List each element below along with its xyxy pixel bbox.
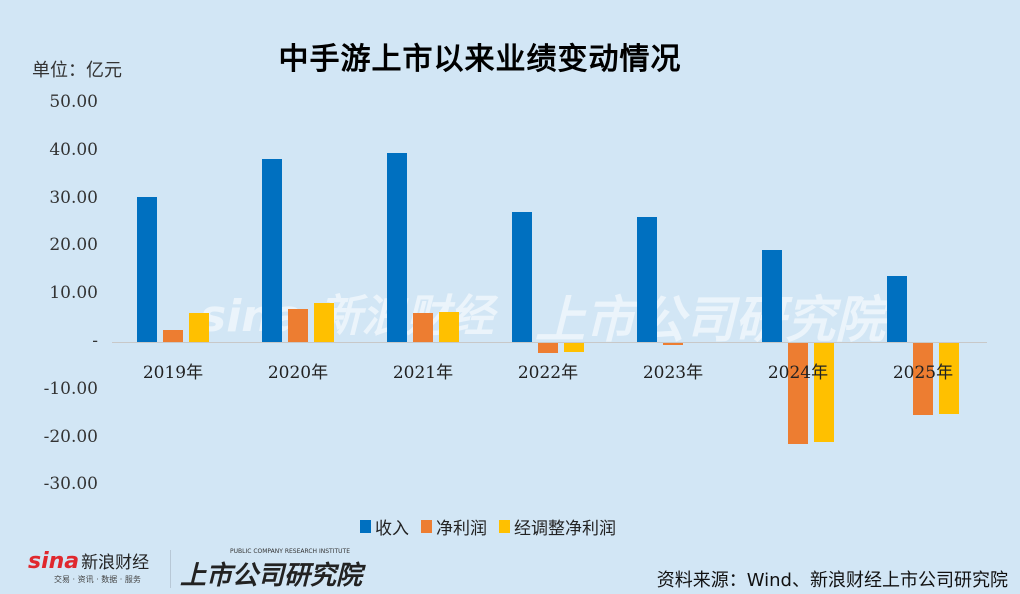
bar-net-profit bbox=[913, 343, 933, 416]
bar-net-profit bbox=[413, 312, 433, 342]
chart-title: 中手游上市以来业绩变动情况 bbox=[278, 42, 682, 77]
bar-revenue bbox=[262, 158, 282, 342]
bar-adj-net-profit bbox=[564, 343, 584, 353]
bar-revenue bbox=[387, 153, 407, 342]
institute-logo: PUBLIC COMPANY RESEARCH INSTITUTE 上市公司研究… bbox=[180, 548, 363, 591]
y-tick-label: 30.00 bbox=[49, 187, 98, 208]
legend-item-net-profit: 净利润 bbox=[421, 514, 487, 539]
y-tick-label: 10.00 bbox=[49, 283, 98, 304]
bar-revenue bbox=[887, 276, 907, 342]
x-tick-label: 2025年 bbox=[892, 363, 954, 383]
y-tick-label: - bbox=[92, 331, 98, 351]
data-source: 资料来源：Wind、新浪财经上市公司研究院 bbox=[656, 570, 1008, 591]
bar-net-profit bbox=[788, 343, 808, 444]
bar-revenue bbox=[512, 211, 532, 342]
x-tick-label: 2021年 bbox=[392, 363, 454, 383]
bar-adj-net-profit bbox=[939, 343, 959, 414]
bar-revenue bbox=[137, 197, 157, 342]
bar-net-profit bbox=[163, 330, 183, 342]
bar-revenue bbox=[637, 216, 657, 342]
y-tick-label: -10.00 bbox=[43, 378, 98, 399]
legend-swatch bbox=[360, 520, 371, 533]
y-tick-label: 40.00 bbox=[49, 139, 98, 160]
legend-item-revenue: 收入 bbox=[360, 514, 409, 539]
bar-net-profit bbox=[538, 343, 558, 354]
bar-net-profit bbox=[288, 309, 308, 342]
legend: 收入 净利润 经调整净利润 bbox=[360, 514, 622, 539]
bar-net-profit bbox=[663, 343, 683, 346]
bar-adj-net-profit bbox=[189, 312, 209, 342]
x-tick-label: 2020年 bbox=[267, 363, 329, 383]
bar-adj-net-profit bbox=[314, 302, 334, 342]
logo-divider bbox=[170, 550, 171, 588]
legend-swatch bbox=[421, 520, 432, 533]
watermark-institute: 上市公司研究院 bbox=[535, 291, 885, 349]
legend-swatch bbox=[499, 520, 510, 533]
sina-logo: sina 新浪财经 交易 · 资讯 · 数据 · 服务 bbox=[28, 549, 150, 584]
bar-adj-net-profit bbox=[439, 311, 459, 342]
y-tick-label: -30.00 bbox=[43, 474, 98, 495]
y-tick-label: 20.00 bbox=[49, 235, 98, 256]
x-tick-label: 2022年 bbox=[517, 363, 579, 383]
y-tick-label: -20.00 bbox=[43, 426, 98, 447]
bar-revenue bbox=[762, 250, 782, 342]
zero-axis-line bbox=[112, 342, 987, 343]
unit-label: 单位：亿元 bbox=[32, 60, 122, 81]
y-tick-label: 50.00 bbox=[49, 92, 98, 112]
x-tick-label: 2024年 bbox=[767, 363, 829, 383]
x-tick-label: 2023年 bbox=[642, 363, 704, 383]
x-tick-label: 2019年 bbox=[142, 363, 204, 383]
bar-adj-net-profit bbox=[814, 343, 834, 442]
legend-item-adj-net-profit: 经调整净利润 bbox=[499, 514, 616, 539]
